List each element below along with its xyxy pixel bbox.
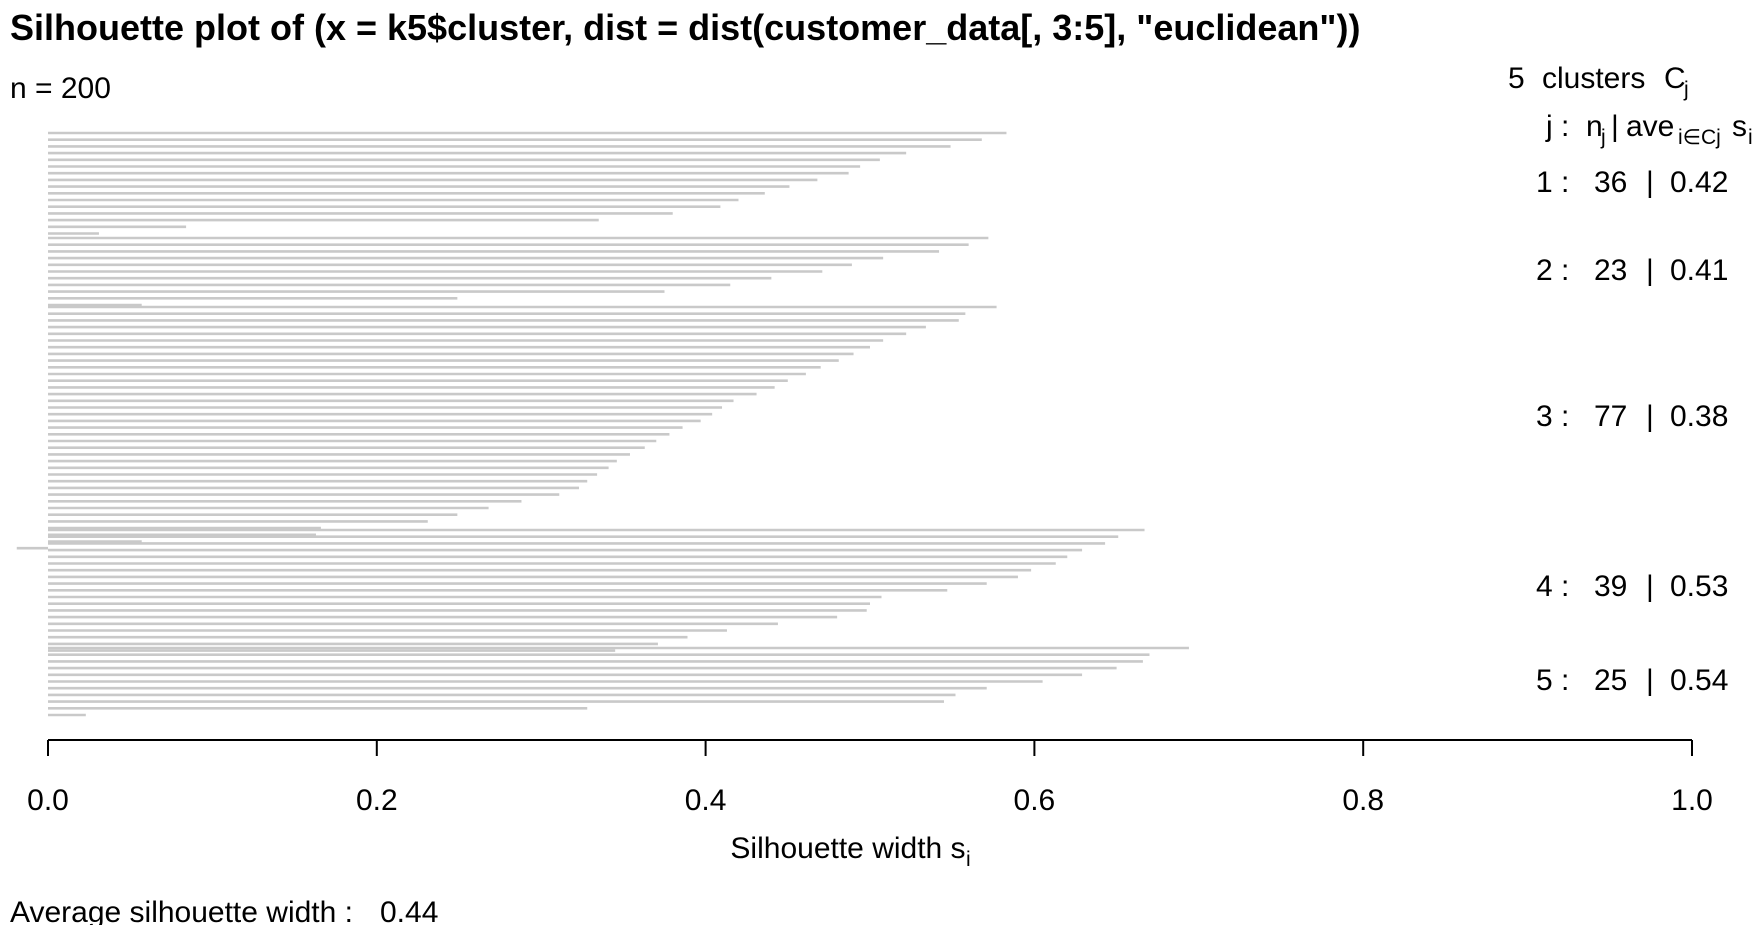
x-axis-tick-label: 0.8: [1342, 784, 1384, 817]
legend-row-cluster-2: 2 : 23 | 0.41: [1536, 254, 1728, 287]
x-axis-tick-label: 0.0: [27, 784, 69, 817]
legend-row-cluster-4: 4 : 39 | 0.53: [1536, 570, 1728, 603]
x-axis: 0.0 0.2 0.4 0.6 0.8 1.0: [27, 739, 1713, 817]
legend-row-label: 4 :: [1536, 570, 1569, 603]
x-axis-tick-label: 0.6: [1014, 784, 1056, 817]
x-axis-tick-label: 0.4: [685, 784, 727, 817]
legend-col-s: s: [1732, 110, 1747, 143]
average-silhouette-label: Average silhouette width :: [10, 896, 353, 925]
x-axis-tick-label: 0.2: [356, 784, 398, 817]
cluster-4-bars: [48, 528, 1145, 652]
legend-cluster-symbol: C: [1664, 62, 1686, 95]
legend-row-n: 77: [1594, 400, 1627, 433]
cluster-5-bars: [48, 646, 1189, 717]
legend-row-avg: 0.53: [1670, 570, 1728, 603]
legend-row-sep: |: [1646, 664, 1654, 697]
average-silhouette-value: 0.44: [380, 896, 438, 925]
n-label: n = 200: [10, 72, 111, 105]
legend-row-avg: 0.54: [1670, 664, 1728, 697]
x-axis-tick-label: 1.0: [1671, 784, 1713, 817]
legend-col-n-sub: j: [1600, 126, 1606, 149]
legend-row-n: 23: [1594, 254, 1627, 287]
silhouette-bars: [16, 131, 1189, 717]
legend-col-n: n: [1586, 110, 1603, 143]
chart-title: Silhouette plot of (x = k5$cluster, dist…: [10, 7, 1360, 48]
legend-row-sep: |: [1646, 400, 1654, 433]
cluster-2-bars: [48, 236, 989, 307]
legend-col-s-sub: i: [1748, 126, 1753, 149]
legend-row-cluster-1: 1 : 36 | 0.42: [1536, 166, 1728, 199]
legend-row-cluster-5: 5 : 25 | 0.54: [1536, 664, 1728, 697]
legend-row-label: 5 :: [1536, 664, 1569, 697]
legend-row-label: 3 :: [1536, 400, 1569, 433]
x-axis-label-sub: i: [966, 848, 971, 871]
legend-row-sep: |: [1646, 166, 1654, 199]
legend-row-n: 39: [1594, 570, 1627, 603]
legend-cluster-count: 5: [1508, 62, 1525, 95]
x-axis-label: Silhouette width s: [730, 832, 965, 865]
legend-header: 5 clusters C j: [1508, 62, 1689, 101]
legend-row-sep: |: [1646, 570, 1654, 603]
cluster-1-bars: [48, 131, 1007, 235]
legend-cluster-symbol-sub: j: [1683, 78, 1689, 101]
legend-columns: j : n j | ave i∈Cj s i: [1545, 110, 1753, 149]
legend-col-sep: |: [1611, 110, 1619, 143]
legend-row-n: 36: [1594, 166, 1627, 199]
legend-col-j: j :: [1545, 110, 1569, 143]
legend-clusters-word: clusters: [1542, 62, 1645, 95]
legend-row-label: 1 :: [1536, 166, 1569, 199]
legend-row-avg: 0.41: [1670, 254, 1728, 287]
legend-row-sep: |: [1646, 254, 1654, 287]
cluster-3-bars: [16, 305, 997, 550]
legend-row-label: 2 :: [1536, 254, 1569, 287]
legend-row-avg: 0.38: [1670, 400, 1728, 433]
legend-row-cluster-3: 3 : 77 | 0.38: [1536, 400, 1728, 433]
legend-col-ave-sub: i∈Cj: [1678, 126, 1721, 149]
legend-col-ave: ave: [1626, 110, 1674, 143]
legend-row-avg: 0.42: [1670, 166, 1728, 199]
legend-row-n: 25: [1594, 664, 1627, 697]
